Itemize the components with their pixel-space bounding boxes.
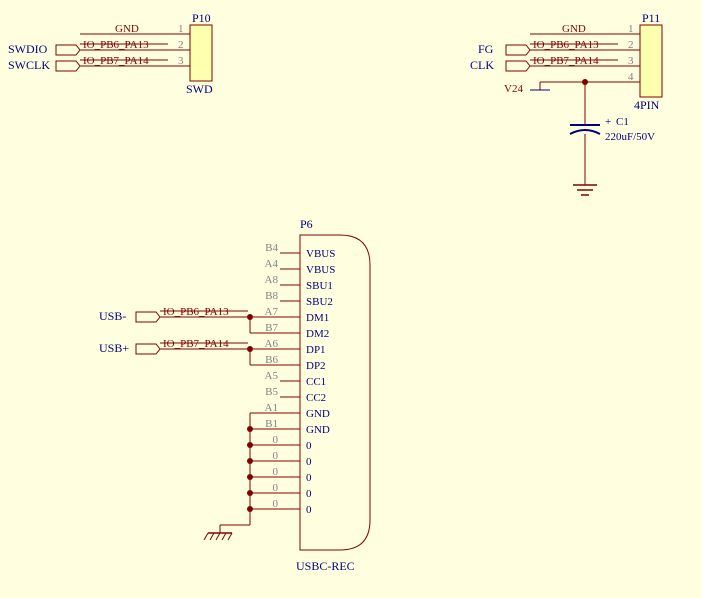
- svg-text:B4: B4: [265, 242, 278, 254]
- p6-usbminus-net: IO_PB6_PA13 USB-: [99, 306, 280, 333]
- p11-pin2-port: IO_PB6_PA13 FG: [478, 39, 620, 56]
- p11-pin3-net: IO_PB7_PA14: [533, 55, 599, 67]
- svg-text:GND: GND: [306, 408, 330, 420]
- svg-text:VBUS: VBUS: [306, 248, 335, 260]
- p11-pin2-num: 2: [628, 39, 634, 51]
- p6-gnd-bus: [204, 413, 280, 540]
- svg-text:DM1: DM1: [306, 312, 329, 324]
- svg-text:GND: GND: [306, 424, 330, 436]
- svg-text:0: 0: [306, 472, 312, 484]
- p11-pin4-portlabel: V24: [504, 83, 523, 95]
- c1-plus: +: [605, 116, 611, 128]
- p10-net1-label: GND: [115, 23, 139, 35]
- svg-text:USB+: USB+: [99, 341, 129, 355]
- p10-pin3-num: 3: [178, 55, 184, 67]
- p11-net1-label: GND: [562, 23, 586, 35]
- svg-text:B6: B6: [265, 354, 278, 366]
- svg-text:B5: B5: [265, 386, 278, 398]
- svg-text:0: 0: [273, 466, 279, 478]
- p11-pin2-net: IO_PB6_PA13: [533, 39, 599, 51]
- p10-pin2-portlabel: SWDIO: [8, 42, 48, 56]
- p10-pin3-port: IO_PB7_PA14 SWCLK: [8, 55, 170, 72]
- svg-text:0: 0: [306, 456, 312, 468]
- svg-text:0: 0: [273, 498, 279, 510]
- p11-pin1-num: 1: [628, 23, 634, 35]
- p11-pin4-num: 4: [628, 71, 634, 83]
- svg-text:A7: A7: [265, 306, 279, 318]
- svg-text:A1: A1: [265, 402, 278, 414]
- p11-name: 4PIN: [634, 98, 660, 112]
- p10-name: SWD: [186, 82, 213, 96]
- p11-pin3-port: IO_PB7_PA14 CLK: [470, 55, 620, 72]
- svg-text:0: 0: [306, 440, 312, 452]
- p10-pin1-num: 1: [178, 23, 184, 35]
- p11-pin3-num: 3: [628, 55, 634, 67]
- svg-text:0: 0: [306, 504, 312, 516]
- svg-text:B7: B7: [265, 322, 278, 334]
- svg-text:DP1: DP1: [306, 344, 326, 356]
- svg-text:0: 0: [306, 488, 312, 500]
- p6-usbplus-net: IO_PB7_PA14 USB+: [99, 338, 280, 365]
- c1-value: 220uF/50V: [605, 131, 655, 143]
- svg-text:SBU2: SBU2: [306, 296, 333, 308]
- svg-text:SBU1: SBU1: [306, 280, 333, 292]
- svg-text:0: 0: [273, 434, 279, 446]
- svg-text:A8: A8: [265, 274, 279, 286]
- p11-pin3-portlabel: CLK: [470, 58, 494, 72]
- svg-text:B8: B8: [265, 290, 278, 302]
- svg-text:DM2: DM2: [306, 328, 329, 340]
- svg-text:0: 0: [273, 482, 279, 494]
- p10-refdes: P10: [192, 11, 211, 25]
- p6-refdes: P6: [300, 217, 313, 231]
- p11-refdes: P11: [642, 11, 660, 25]
- svg-text:CC1: CC1: [306, 376, 326, 388]
- svg-text:B1: B1: [265, 418, 278, 430]
- p6-name: USBC-REC: [296, 559, 355, 573]
- svg-text:CC2: CC2: [306, 392, 326, 404]
- svg-text:USB-: USB-: [99, 309, 126, 323]
- p11-connector: P11 4PIN 1 2 3 4: [620, 11, 662, 112]
- svg-text:IO_PB7_PA14: IO_PB7_PA14: [163, 338, 229, 350]
- svg-text:IO_PB6_PA13: IO_PB6_PA13: [163, 306, 229, 318]
- svg-text:A6: A6: [265, 338, 279, 350]
- p10-pin2-num: 2: [178, 39, 184, 51]
- p10-connector: P10 SWD 1 2 3: [170, 11, 213, 96]
- p10-pin3-portlabel: SWCLK: [8, 58, 50, 72]
- c1-refdes: C1: [616, 116, 629, 128]
- svg-text:DP2: DP2: [306, 360, 326, 372]
- p10-pin2-port: IO_PB6_PA13 SWDIO: [8, 39, 170, 56]
- svg-text:A5: A5: [265, 370, 279, 382]
- p11-pin4-circuit: V24 + C1 220uF/50V: [504, 79, 655, 195]
- p10-pin2-net: IO_PB6_PA13: [83, 39, 149, 51]
- svg-text:A4: A4: [265, 258, 279, 270]
- svg-text:VBUS: VBUS: [306, 264, 335, 276]
- svg-text:0: 0: [273, 450, 279, 462]
- p10-pin3-net: IO_PB7_PA14: [83, 55, 149, 67]
- p11-pin2-portlabel: FG: [478, 42, 494, 56]
